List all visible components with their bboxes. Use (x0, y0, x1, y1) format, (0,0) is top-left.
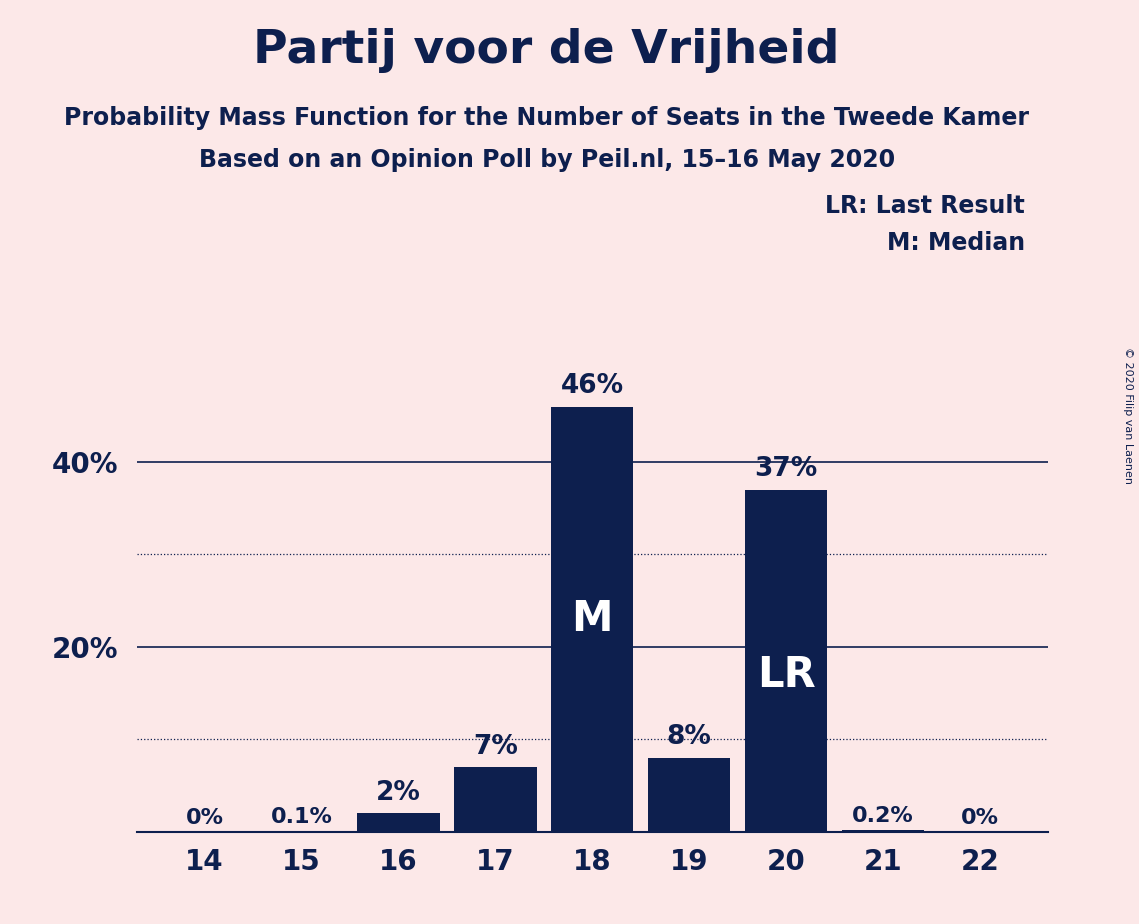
Text: M: Median: M: Median (887, 231, 1025, 255)
Bar (842, 830, 924, 832)
Text: © 2020 Filip van Laenen: © 2020 Filip van Laenen (1123, 347, 1132, 484)
Text: 0%: 0% (961, 808, 999, 828)
Text: 0.2%: 0.2% (852, 806, 913, 826)
Text: Probability Mass Function for the Number of Seats in the Tweede Kamer: Probability Mass Function for the Number… (64, 106, 1030, 130)
Text: 2%: 2% (376, 780, 420, 806)
Text: Based on an Opinion Poll by Peil.nl, 15–16 May 2020: Based on an Opinion Poll by Peil.nl, 15–… (198, 148, 895, 172)
Text: 46%: 46% (560, 373, 624, 399)
Text: 0%: 0% (186, 808, 223, 828)
Bar (358, 813, 440, 832)
Bar (454, 767, 536, 832)
Text: LR: LR (756, 653, 816, 696)
Text: LR: Last Result: LR: Last Result (826, 194, 1025, 218)
Bar (648, 758, 730, 832)
Bar (261, 831, 343, 832)
Text: Partij voor de Vrijheid: Partij voor de Vrijheid (254, 28, 839, 73)
Bar (745, 490, 827, 832)
Text: 8%: 8% (666, 724, 712, 750)
Text: M: M (572, 598, 613, 640)
Text: 37%: 37% (754, 456, 818, 482)
Bar (551, 407, 633, 832)
Text: 0.1%: 0.1% (271, 807, 333, 827)
Text: 7%: 7% (473, 734, 518, 760)
